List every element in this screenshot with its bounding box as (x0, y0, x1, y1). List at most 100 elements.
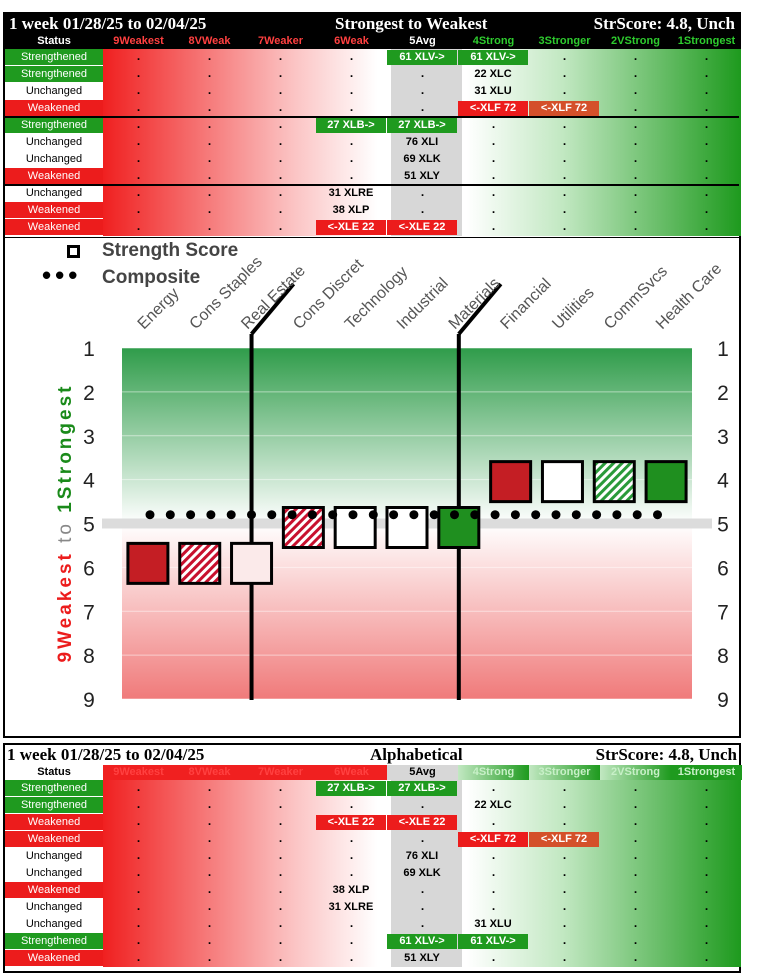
bottom-empty-cell: . (278, 916, 283, 930)
bottom-header-col-1: 9Weakest (103, 765, 174, 780)
bottom-empty-cell: . (704, 848, 709, 862)
top-ticker-tag: 38 XLP (332, 204, 370, 216)
legend: Strength Score ••• Composite (40, 240, 300, 290)
bottom-empty-cell: . (633, 797, 638, 811)
top-empty-cell: . (278, 100, 283, 114)
top-table-row: Weakened........ 51 XLY (5, 168, 739, 185)
bottom-empty-cell: . (562, 865, 567, 879)
bottom-empty-cell: . (207, 848, 212, 862)
top-table-row: Unchanged........ 31 XLRE (5, 185, 739, 202)
bottom-table-row: Unchanged........ 31 XLU (5, 916, 739, 933)
top-ticker-tag: 76 XLI (405, 136, 439, 148)
bottom-empty-cell: . (633, 780, 638, 794)
top-empty-cell: . (136, 49, 141, 63)
top-ticker-tag: <-XLE 22 (316, 220, 386, 235)
bottom-empty-cell: . (207, 933, 212, 947)
bottom-table-body: Strengthened....... 27 XLB-> 27 XLB-> Stren… (5, 780, 741, 970)
top-status-cell: Strengthened (5, 117, 103, 134)
bottom-empty-cell: . (562, 950, 567, 964)
composite-dot (450, 510, 459, 520)
top-empty-cell: . (491, 185, 496, 199)
top-empty-cell: . (491, 151, 496, 165)
top-header-col-1: 9Weakest (113, 35, 164, 47)
top-table-row: Strengthened....... 61 XLV-> 61 XLV-> (5, 49, 739, 66)
top-empty-cell: . (136, 219, 141, 233)
y-axis-title-strong: 1Strongest (55, 384, 76, 513)
y-tick-left: 3 (83, 426, 95, 449)
bottom-status-cell: Strengthened (5, 797, 103, 814)
top-header-col-4: 6Weak (334, 35, 369, 47)
bottom-table-row: Unchanged........ 69 XLK (5, 865, 739, 882)
top-empty-cell: . (207, 185, 212, 199)
top-empty-cell: . (136, 83, 141, 97)
bottom-status-cell: Weakened (5, 814, 103, 831)
top-status-cell: Weakened (5, 100, 103, 117)
top-header-col-9: 1Strongest (677, 35, 736, 47)
bottom-ticker-tag: 22 XLC (474, 799, 512, 811)
bottom-empty-cell: . (420, 797, 425, 811)
bottom-empty-cell: . (562, 797, 567, 811)
top-empty-cell: . (136, 117, 141, 131)
group-divider-line (457, 282, 503, 336)
bottom-table-row: Weakened....... <-XLE 22 <-XLE 22 (5, 814, 739, 831)
bottom-empty-cell: . (136, 899, 141, 913)
bottom-empty-cell: . (278, 814, 283, 828)
strength-score-marker (540, 460, 584, 504)
y-tick-right: 2 (717, 382, 729, 405)
top-empty-cell: . (491, 117, 496, 131)
top-empty-cell: . (207, 100, 212, 114)
top-table-row: Weakened....... <-XLE 22 <-XLE 22 (5, 219, 739, 236)
bottom-empty-cell: . (704, 933, 709, 947)
top-empty-cell: . (562, 185, 567, 199)
top-header-col-7: 3Stronger (538, 35, 591, 47)
y-tick-left: 4 (83, 470, 95, 493)
bottom-header-col-2: 8VWeak (174, 765, 245, 780)
bottom-empty-cell: . (278, 950, 283, 964)
top-table-row: Strengthened....... 27 XLB-> 27 XLB-> (5, 117, 739, 134)
bottom-empty-cell: . (704, 814, 709, 828)
top-ticker-tag: 27 XLB-> (316, 118, 386, 133)
bottom-empty-cell: . (633, 916, 638, 930)
composite-dot (531, 510, 541, 520)
strength-score-marker (489, 460, 533, 504)
bottom-empty-cell: . (562, 933, 567, 947)
composite-dot (368, 510, 378, 520)
composite-dot (409, 510, 419, 520)
top-ticker-tag: <-XLF 72 (458, 101, 528, 116)
top-empty-cell: . (562, 219, 567, 233)
top-ticker-tag: 31 XLRE (328, 187, 374, 199)
top-empty-cell: . (207, 219, 212, 233)
composite-dot (429, 510, 439, 520)
bottom-title-bar: 1 week 01/28/25 to 02/04/25 Alphabetical… (5, 745, 739, 765)
composite-dot (470, 510, 480, 520)
bottom-empty-cell: . (136, 950, 141, 964)
y-tick-left: 5 (83, 514, 95, 537)
bottom-empty-cell: . (207, 814, 212, 828)
top-table-row: Unchanged........ 76 XLI (5, 134, 739, 151)
bottom-table-row: Strengthened....... 61 XLV-> 61 XLV-> (5, 933, 739, 950)
bottom-empty-cell: . (633, 814, 638, 828)
bottom-empty-cell: . (136, 916, 141, 930)
top-table-row: Weakened....... <-XLF 72 <-XLF 72 (5, 100, 739, 117)
top-ticker-tag: 69 XLK (403, 153, 441, 165)
top-empty-cell: . (704, 117, 709, 131)
top-empty-cell: . (491, 168, 496, 182)
top-empty-cell: . (633, 202, 638, 216)
bottom-empty-cell: . (633, 933, 638, 947)
legend-strength-label: Strength Score (102, 240, 239, 261)
category-label: Utilities (549, 284, 597, 332)
bottom-header-status: Status (37, 766, 71, 778)
bottom-ticker-tag: <-XLE 22 (387, 815, 457, 830)
bottom-table-row: Strengthened........ 22 XLC (5, 797, 739, 814)
group-divider-line (250, 282, 296, 336)
top-table-row: Weakened........ 38 XLP (5, 202, 739, 219)
top-empty-cell: . (278, 134, 283, 148)
top-empty-cell: . (278, 151, 283, 165)
top-empty-cell: . (633, 168, 638, 182)
top-ticker-tag: 61 XLV-> (458, 50, 528, 65)
bottom-empty-cell: . (491, 950, 496, 964)
top-status-cell: Weakened (5, 202, 103, 219)
bottom-ticker-tag: 76 XLI (405, 850, 439, 862)
y-tick-left: 1 (83, 338, 95, 361)
top-status-cell: Strengthened (5, 66, 103, 83)
